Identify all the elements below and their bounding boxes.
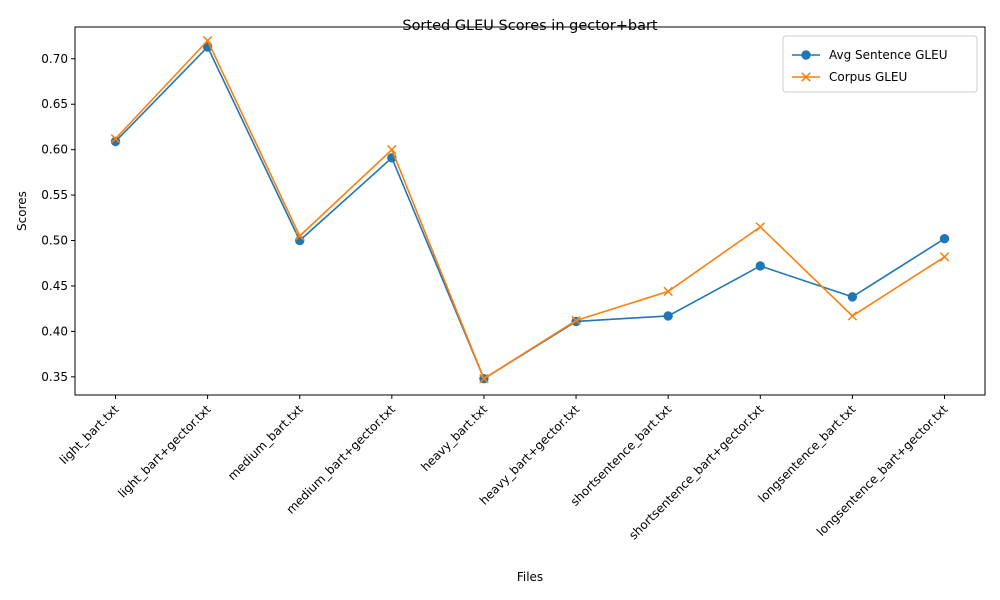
x-tick-label: longsentence_bart.txt [755,402,858,505]
data-point [387,144,397,155]
series-1 [110,42,950,384]
series-line [114,39,945,380]
legend-marker [801,72,811,82]
legend-label: Corpus GLEU [829,70,907,84]
data-point [571,315,581,326]
data-point [479,373,489,384]
x-tick-label: light_bart.txt [57,402,122,467]
y-tick-label: 0.40 [41,324,68,338]
data-point [847,292,858,302]
y-tick-label: 0.70 [41,52,68,66]
x-tick-label: heavy_bart+gector.txt [477,402,583,508]
legend-label: Avg Sentence GLEU [829,48,947,62]
data-point [294,231,305,241]
plot-area [110,35,950,384]
series-2 [110,35,950,384]
x-tick-label: shortsentence_bart.txt [568,402,675,509]
data-point [663,311,673,321]
plot-frame [74,26,986,396]
legend-marker [801,50,811,60]
x-tick-label: medium_bart.txt [225,402,306,483]
y-axis: 0.35 0.40 0.45 0.50 0.55 0.60 0.65 0.70 [41,52,75,384]
y-tick-label: 0.65 [41,97,68,111]
y-axis-label: Scores [15,191,29,231]
y-tick-label: 0.35 [41,370,68,384]
legend: Avg Sentence GLEU Corpus GLEU [782,35,978,93]
y-tick-label: 0.60 [41,143,68,157]
data-point [295,235,305,246]
y-tick-label: 0.45 [41,279,68,293]
data-point [110,136,121,147]
data-point [755,222,766,232]
x-tick-label: light_bart+gector.txt [115,402,214,501]
series-line [114,45,945,380]
data-point [755,261,765,271]
x-axis-label: Files [517,570,543,584]
x-tick-label: medium_bart+gector.txt [284,402,399,517]
y-tick-label: 0.55 [41,188,68,202]
data-point [939,234,950,244]
y-tick-label: 0.50 [41,234,68,248]
data-point [663,286,673,297]
data-point [110,134,121,144]
x-tick-label: heavy_bart.txt [418,402,490,474]
chart-title: Sorted GLEU Scores in gector+bart [402,18,658,34]
data-point [847,311,858,321]
data-point [939,252,950,262]
legend-box [782,35,978,93]
data-point [202,35,213,46]
